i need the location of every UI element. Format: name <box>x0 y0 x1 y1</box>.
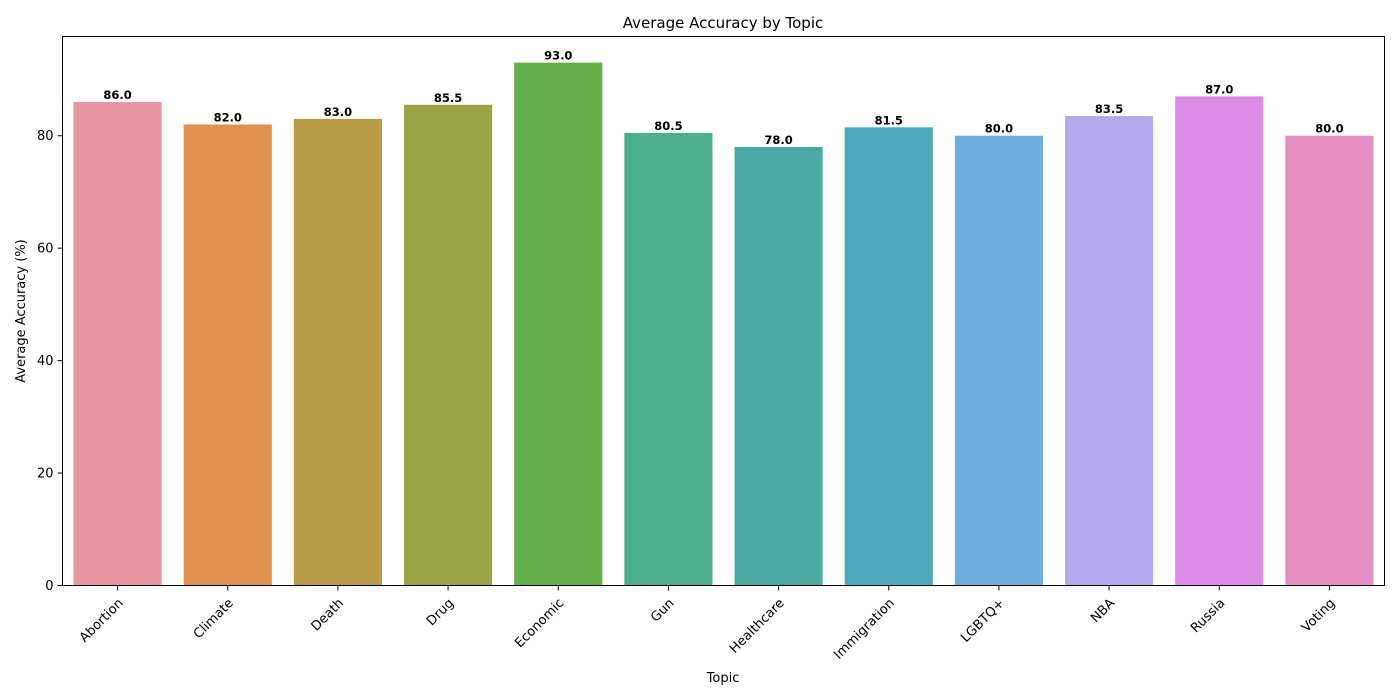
bar-voting <box>1285 135 1374 586</box>
x-tick-label-economic: Economic <box>512 596 567 651</box>
x-axis-label: Topic <box>706 671 740 686</box>
x-axis: Abortion Climate Death Drug Economic Gun Healt… <box>77 585 1339 663</box>
bar-immigration <box>844 127 933 586</box>
bar-healthcare <box>734 146 823 586</box>
bar-nba <box>1065 116 1154 586</box>
bar-economic <box>514 62 603 586</box>
x-tick-label-nba: NBA <box>1088 596 1118 626</box>
y-tick-label-60: 60 <box>37 242 54 257</box>
y-tick-label-80: 80 <box>37 129 54 144</box>
data-label-immigration: 81.5 <box>875 113 903 127</box>
x-tick-label-death: Death <box>309 596 347 634</box>
plot-frame <box>62 36 1385 586</box>
bar-lgbtq <box>954 135 1043 586</box>
x-tick-label-voting: Voting <box>1299 596 1339 636</box>
x-tick-label-healthcare: Healthcare <box>727 596 788 657</box>
data-label-healthcare: 78.0 <box>764 133 792 147</box>
data-labels-group: 86.0 82.0 83.0 85.5 93.0 80.5 78.0 81.5 80.0 83.5… <box>103 49 1343 147</box>
x-tick-label-gun: Gun <box>648 596 677 625</box>
x-tick-label-abortion: Abortion <box>77 596 127 646</box>
data-label-death: 83.0 <box>324 105 352 119</box>
bars-group <box>73 62 1374 586</box>
bar-drug <box>404 104 493 586</box>
data-label-climate: 82.0 <box>214 110 242 124</box>
data-label-voting: 80.0 <box>1315 122 1343 136</box>
bar-gun <box>624 132 713 586</box>
bar-russia <box>1175 96 1264 586</box>
x-tick-label-climate: Climate <box>191 596 237 642</box>
x-tick-label-drug: Drug <box>424 596 457 629</box>
y-axis: 0 20 40 60 80 <box>37 129 63 594</box>
data-label-abortion: 86.0 <box>103 88 131 102</box>
x-tick-label-russia: Russia <box>1188 596 1228 636</box>
y-tick-label-20: 20 <box>37 467 54 482</box>
bar-abortion <box>73 102 162 586</box>
data-label-russia: 87.0 <box>1205 82 1233 96</box>
bar-climate <box>183 124 272 586</box>
y-tick-label-40: 40 <box>37 354 54 369</box>
bar-death <box>293 118 382 586</box>
x-tick-label-lgbtq: LGBTQ+ <box>958 596 1008 646</box>
data-label-nba: 83.5 <box>1095 102 1123 116</box>
chart-title: Average Accuracy by Topic <box>623 14 824 32</box>
data-label-economic: 93.0 <box>544 49 572 63</box>
data-label-drug: 85.5 <box>434 91 462 105</box>
y-tick-label-0: 0 <box>45 579 53 594</box>
data-label-gun: 80.5 <box>654 119 682 133</box>
y-axis-label: Average Accuracy (%) <box>14 239 29 383</box>
x-tick-label-immigration: Immigration <box>831 596 898 663</box>
data-label-lgbtq: 80.0 <box>985 122 1013 136</box>
